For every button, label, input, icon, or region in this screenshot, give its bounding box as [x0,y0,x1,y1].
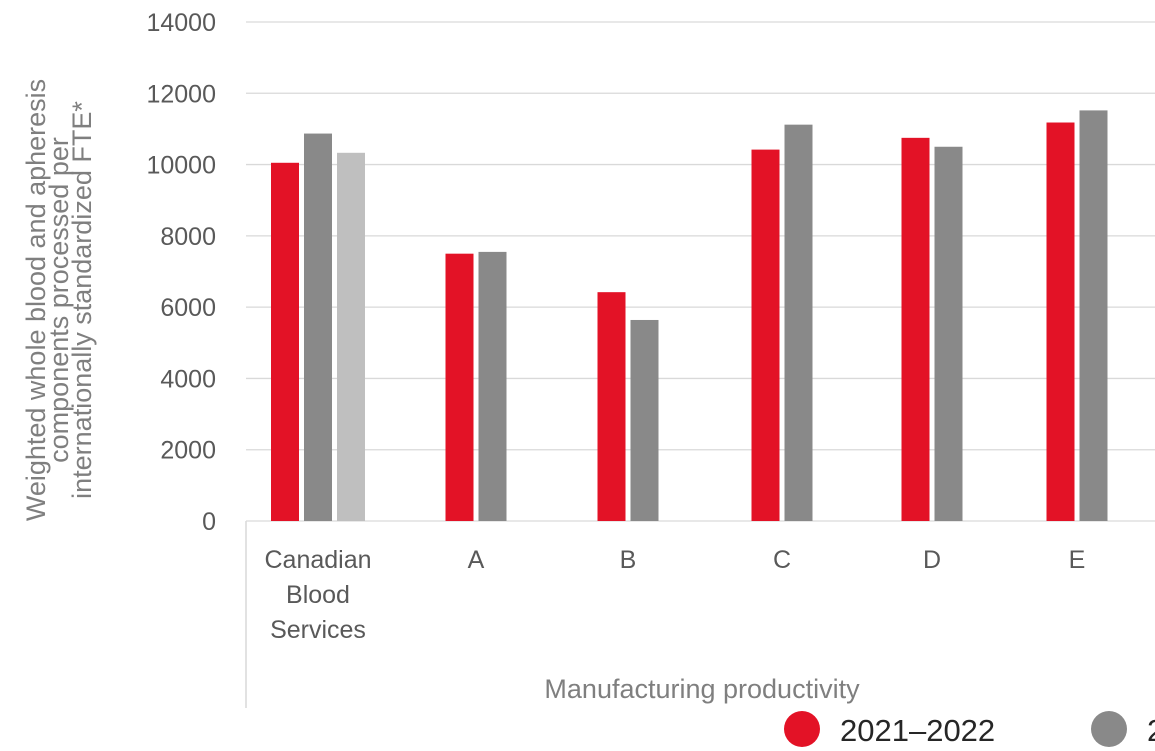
bar [597,292,626,521]
gridlines [246,21,1155,522]
bar [901,137,930,521]
y-tick-label: 6000 [160,294,216,322]
y-tick-label: 14000 [146,9,216,37]
y-tick-label: 0 [202,508,216,536]
bar [445,253,474,521]
x-tick-label: Canadian Blood Services [264,546,371,644]
legend-label: 2 [1147,713,1155,748]
x-axis-ticks: Canadian Blood Services A B C D E [264,546,1085,644]
x-tick-label: B [620,546,637,574]
legend-label: 2021–2022 [840,713,995,748]
y-tick-label: 4000 [160,365,216,393]
bar [630,319,659,521]
x-tick-label: E [1069,546,1086,574]
bar [271,162,299,521]
y-tick-label: 10000 [146,152,216,180]
y-tick-label: 12000 [146,80,216,108]
bar [304,133,332,522]
bar [1079,110,1108,521]
legend-marker [784,711,820,747]
bars [271,110,1108,522]
x-axis-title: Manufacturing productivity [544,674,860,704]
x-tick-label: A [468,546,485,574]
y-tick-label: 8000 [160,223,216,251]
y-axis-title-text: Weighted whole blood and apheresiscompon… [21,79,97,521]
y-axis-ticks: 0 2000 4000 6000 8000 10000 12000 14000 [146,9,216,536]
bar [751,149,780,521]
bar [934,146,963,521]
bar [784,124,813,521]
y-tick-label: 2000 [160,437,216,465]
legend: 2021–2022 2 [784,711,1155,748]
legend-marker [1091,711,1127,747]
x-tick-label: D [923,546,941,574]
bar [1046,122,1075,522]
y-axis-title: Weighted whole blood and apheresiscompon… [21,79,97,521]
x-tick-label: C [773,546,791,574]
bar [478,251,507,521]
bar [337,152,365,522]
